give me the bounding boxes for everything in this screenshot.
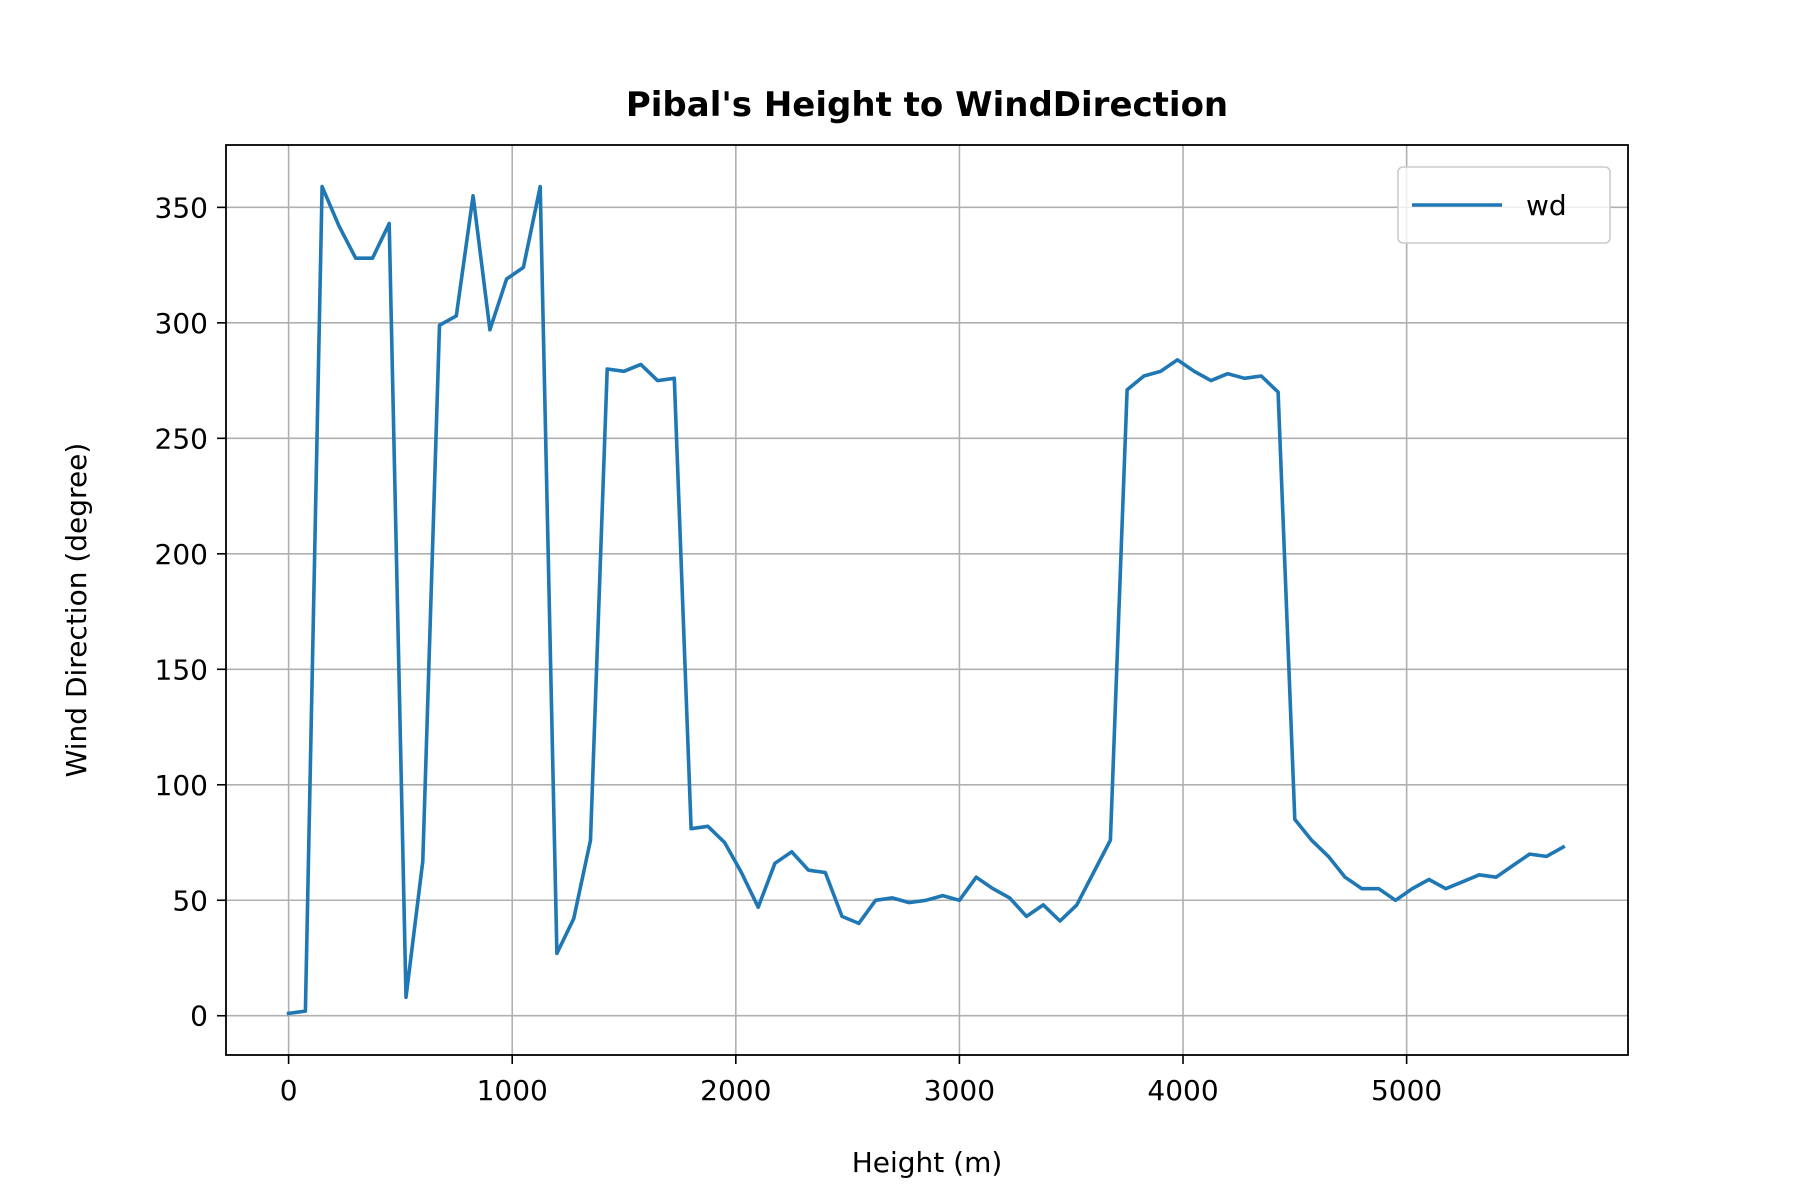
y-tick-label: 150 bbox=[155, 653, 208, 686]
y-tick-label: 0 bbox=[190, 1000, 208, 1033]
x-tick-label: 2000 bbox=[700, 1074, 771, 1107]
chart-title: Pibal's Height to WindDirection bbox=[626, 85, 1228, 125]
x-axis-label: Height (m) bbox=[852, 1146, 1003, 1179]
y-tick-label: 200 bbox=[155, 538, 208, 571]
y-tick-label: 50 bbox=[172, 884, 208, 917]
legend-label: wd bbox=[1526, 189, 1567, 222]
x-tick-label: 3000 bbox=[924, 1074, 995, 1107]
x-tick-label: 0 bbox=[280, 1074, 298, 1107]
x-tick-label: 5000 bbox=[1371, 1074, 1442, 1107]
legend: wd bbox=[1398, 167, 1610, 243]
y-tick-label: 250 bbox=[155, 422, 208, 455]
x-tick-label: 4000 bbox=[1147, 1074, 1218, 1107]
x-tick-label: 1000 bbox=[477, 1074, 548, 1107]
y-tick-label: 350 bbox=[155, 191, 208, 224]
y-tick-label: 100 bbox=[155, 769, 208, 802]
y-tick-label: 300 bbox=[155, 307, 208, 340]
y-axis-label: Wind Direction (degree) bbox=[60, 443, 93, 778]
